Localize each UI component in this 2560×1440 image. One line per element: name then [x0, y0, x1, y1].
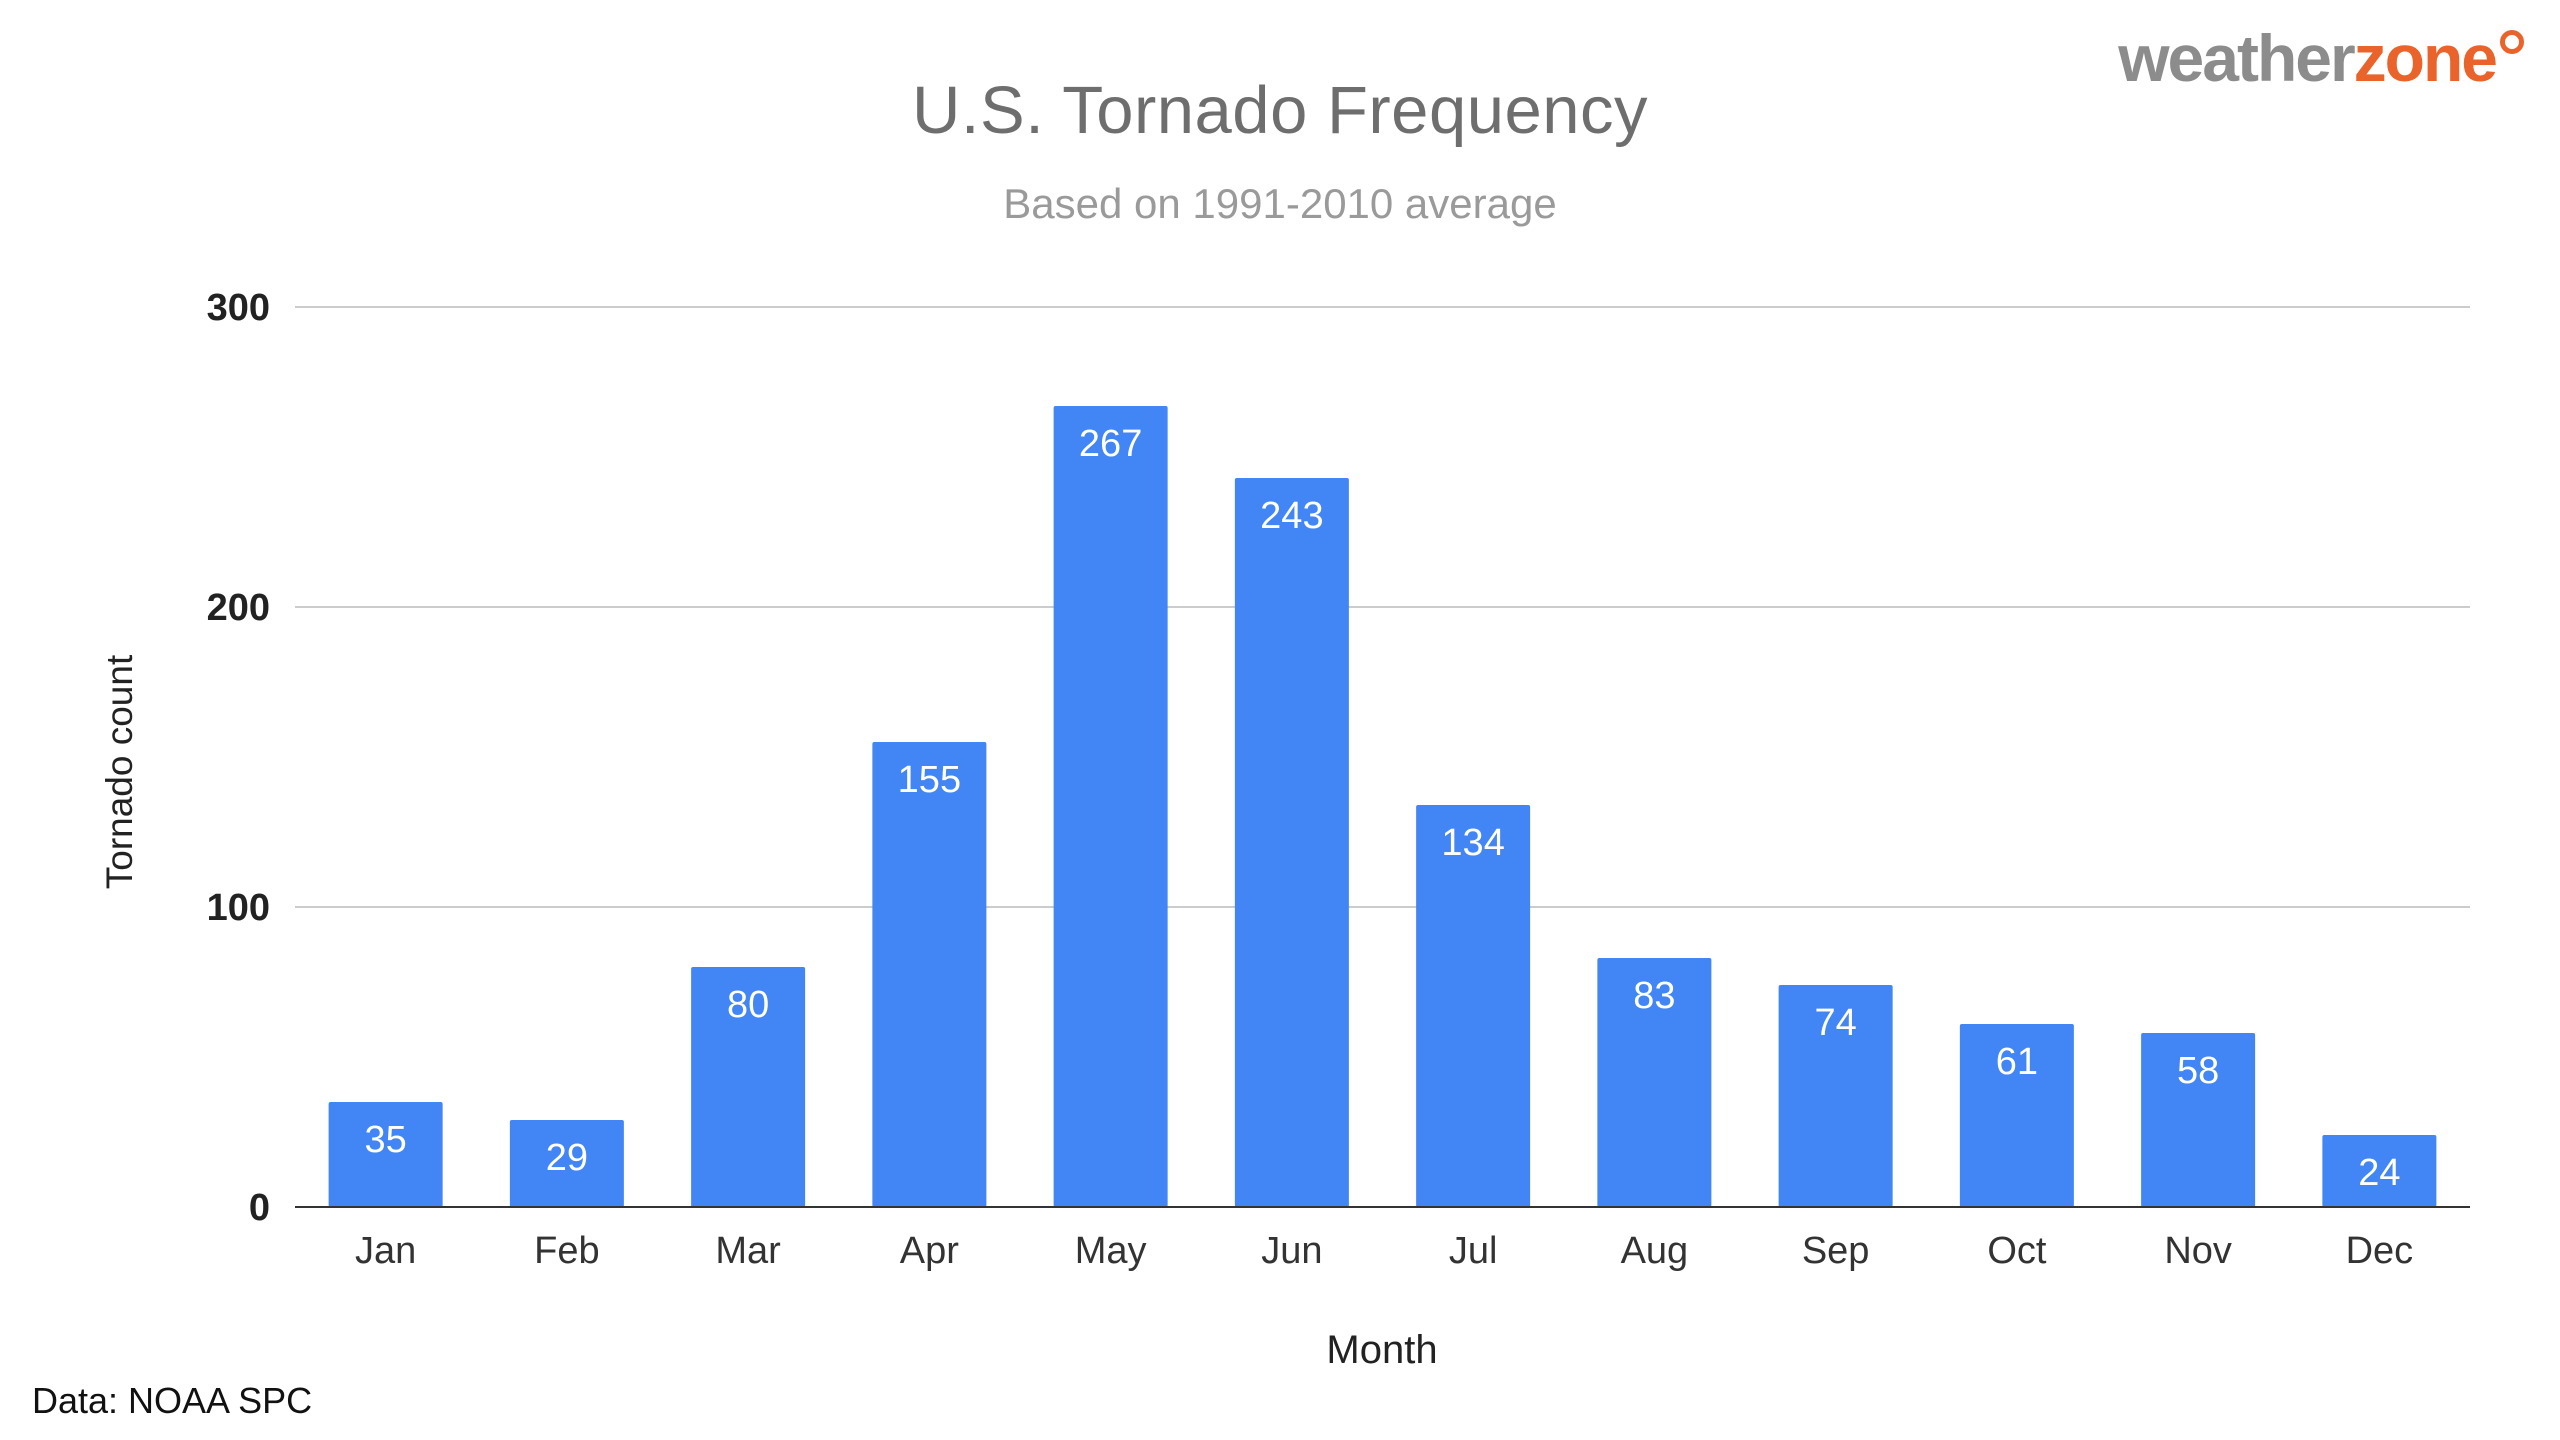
- bar-jun: [1234, 478, 1349, 1207]
- data-label: 267: [1079, 423, 1142, 465]
- x-tick-label: Sep: [1802, 1230, 1870, 1272]
- chart-subtitle: Based on 1991-2010 average: [1003, 180, 1557, 227]
- source-note: Data: NOAA SPC: [32, 1380, 313, 1421]
- data-label: 29: [546, 1137, 588, 1179]
- data-label: 35: [364, 1119, 406, 1161]
- data-label: 24: [2358, 1152, 2400, 1194]
- x-tick-label: Oct: [1987, 1230, 2047, 1272]
- x-tick-label: Nov: [2164, 1230, 2232, 1272]
- y-axis-label: Tornado count: [99, 654, 140, 890]
- x-tick-label: Jul: [1449, 1230, 1498, 1272]
- x-tick-label: May: [1075, 1230, 1147, 1272]
- bars: 35 29 80 155 267 243 134 83 74 61 58 24: [328, 406, 2437, 1207]
- x-tick-label: Apr: [900, 1230, 959, 1272]
- logo-text-zone: zone: [2353, 21, 2498, 95]
- gridlines: [295, 306, 2470, 908]
- bar-jul: [1416, 805, 1531, 1207]
- logo-text-weather: weather: [2118, 21, 2355, 95]
- x-tick-label: Feb: [534, 1230, 599, 1272]
- data-label: 80: [727, 984, 769, 1026]
- bar-aug: [1597, 958, 1712, 1207]
- x-tick-label: Jun: [1261, 1230, 1322, 1272]
- data-label: 74: [1814, 1002, 1856, 1044]
- x-tick-label: Dec: [2346, 1230, 2414, 1272]
- bar-feb: [509, 1120, 624, 1207]
- bar-oct: [1959, 1024, 2074, 1207]
- x-axis-label: Month: [1326, 1328, 1438, 1372]
- data-label: 58: [2177, 1050, 2219, 1092]
- y-tick-label: 0: [249, 1187, 270, 1229]
- x-tick-label: Mar: [715, 1230, 781, 1272]
- bar-sep: [1778, 985, 1893, 1207]
- y-tick-label: 100: [207, 887, 270, 929]
- bar-may: [1053, 406, 1168, 1207]
- data-label: 155: [898, 759, 961, 801]
- x-tick-label: Aug: [1621, 1230, 1689, 1272]
- x-tick-label: Jan: [355, 1230, 416, 1272]
- data-label: 134: [1441, 822, 1504, 864]
- logo-degree-icon: [2500, 30, 2524, 54]
- y-tick-label: 300: [207, 287, 270, 329]
- data-label: 243: [1260, 495, 1323, 537]
- chart-title: U.S. Tornado Frequency: [912, 73, 1648, 148]
- bar-jan: [328, 1102, 443, 1207]
- data-label: 61: [1996, 1041, 2038, 1083]
- y-tick-label: 200: [207, 587, 270, 629]
- bar-mar: [691, 967, 806, 1207]
- bar-apr: [872, 742, 987, 1207]
- data-label: 83: [1633, 975, 1675, 1017]
- axes: 0 100 200 300 Jan Feb Mar Apr May Jun Jul Aug Sep Oct…: [207, 287, 2470, 1272]
- bar-nov: [2141, 1033, 2256, 1207]
- weatherzone-logo: weatherzone: [2118, 20, 2524, 96]
- bar-dec: [2322, 1135, 2437, 1207]
